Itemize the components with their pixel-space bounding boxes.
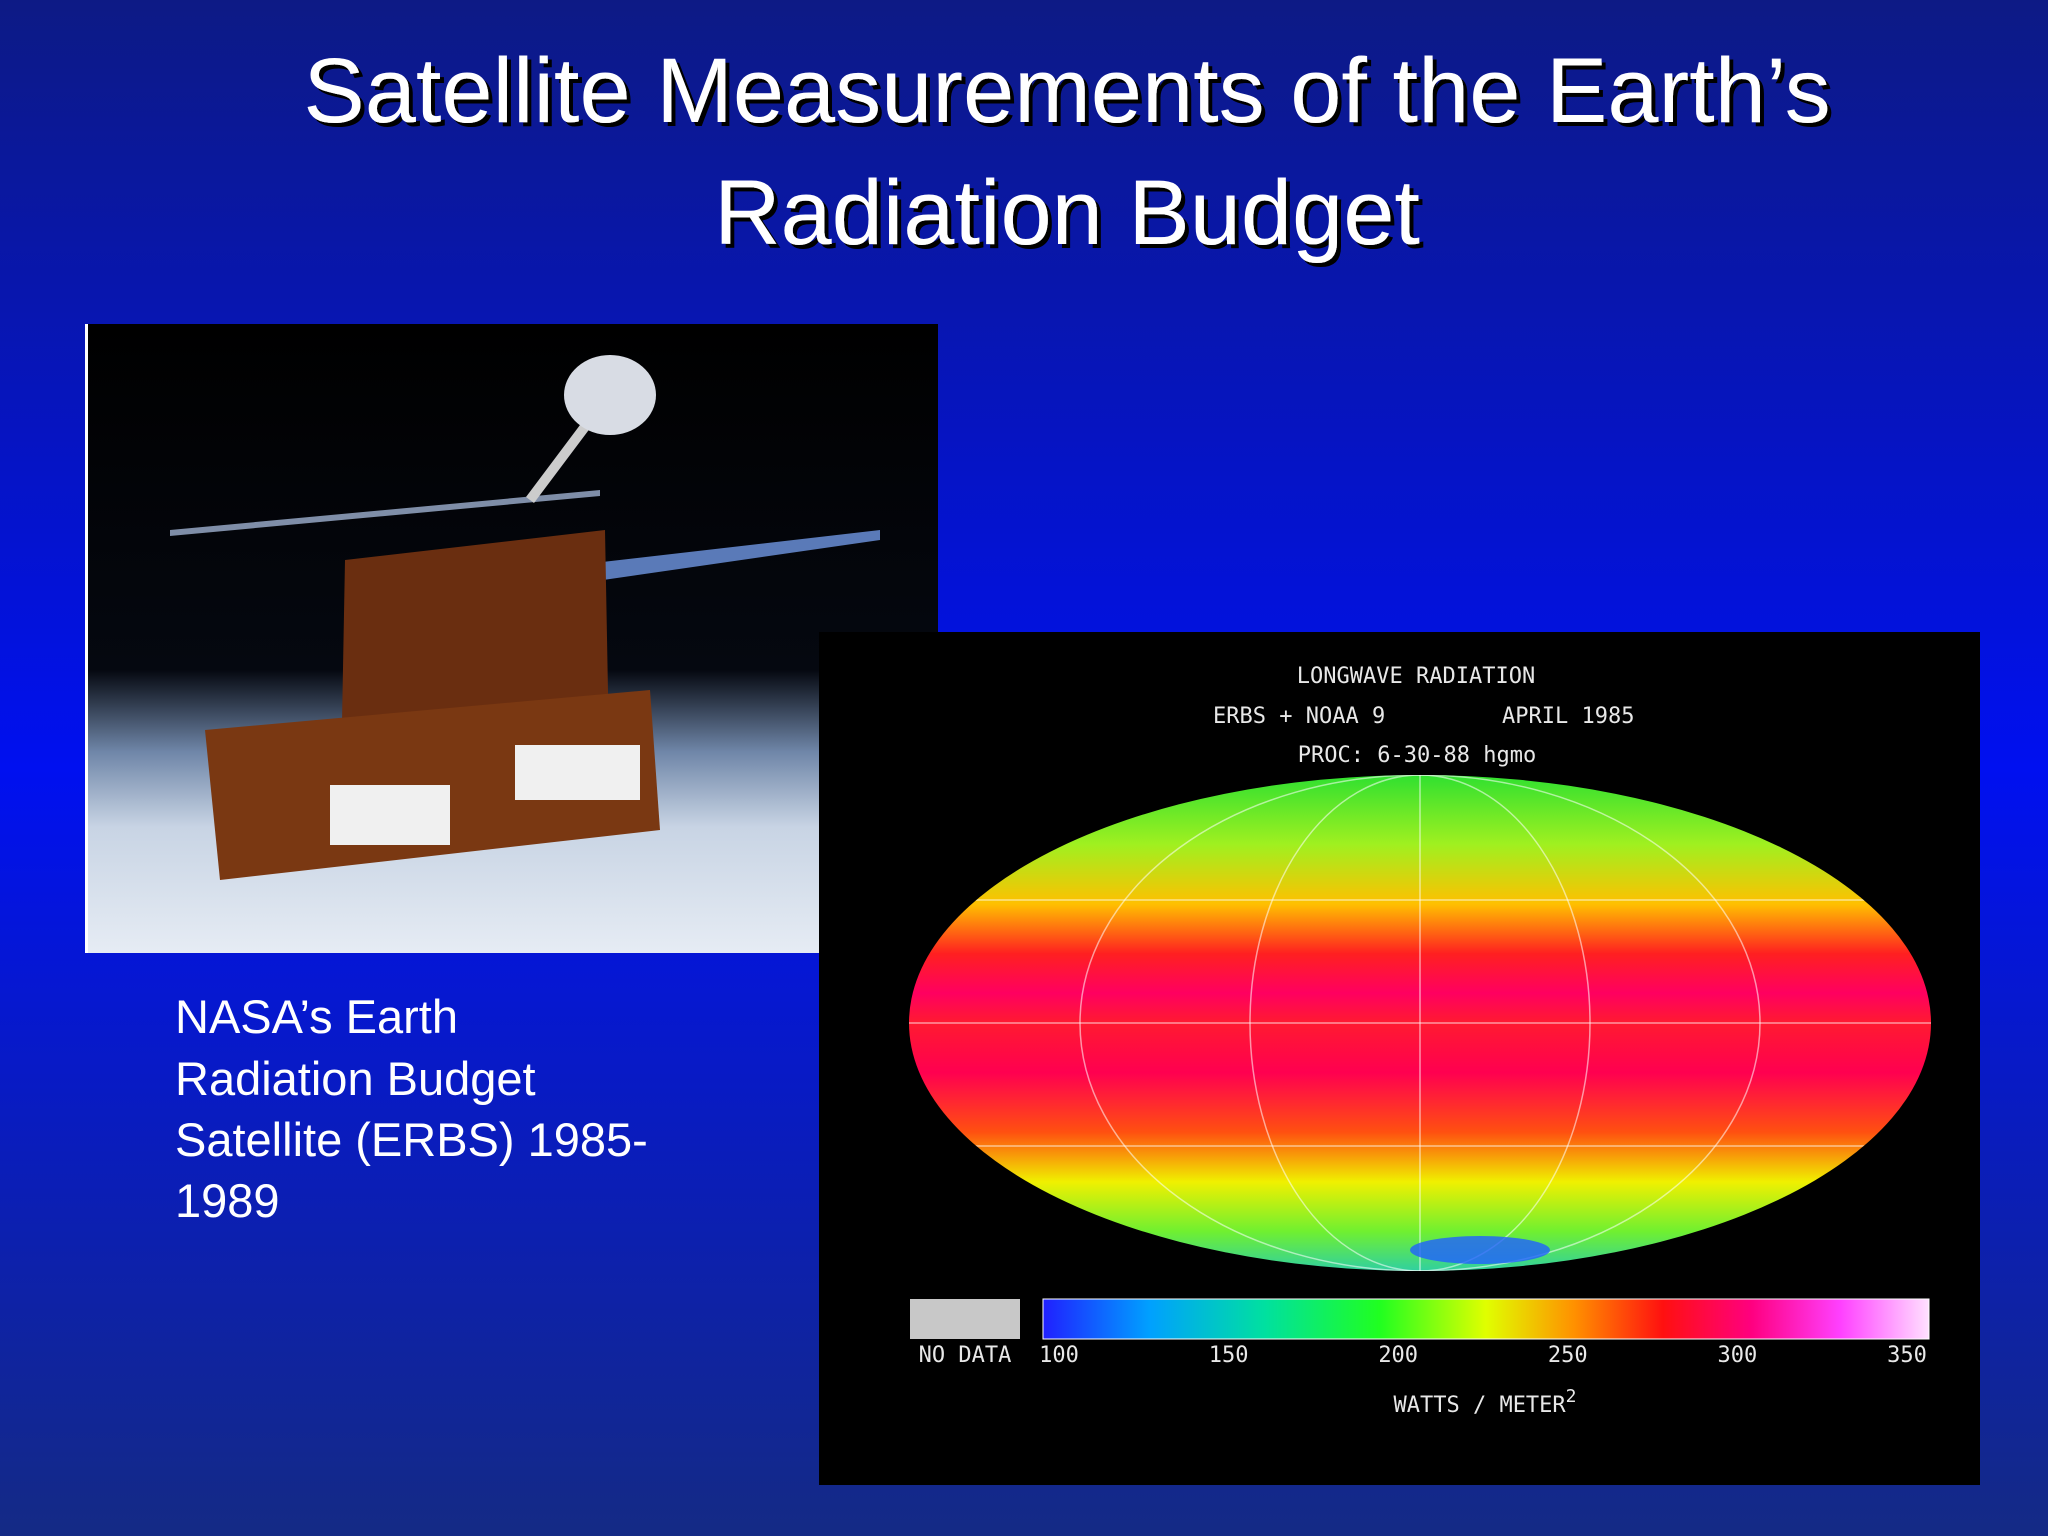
unit: WATTS / METER <box>1393 1393 1566 1418</box>
map-source: ERBS + NOAA 9 <box>1213 704 1385 729</box>
unit-sup: 2 <box>1566 1386 1577 1407</box>
antarctic-low <box>1410 1236 1550 1264</box>
colorbar <box>1042 1298 1930 1340</box>
colorbar-tick-label: 200 <box>1378 1343 1418 1368</box>
colorbar-tick-label: 150 <box>1209 1343 1249 1368</box>
longwave-map: LONGWAVE RADIATION ERBS + NOAA 9 APRIL 1… <box>819 632 1980 1485</box>
caption-line: 1989 <box>175 1174 280 1227</box>
map-grid <box>909 775 1931 1271</box>
map-proc: PROC: 6-30-88 hgmo <box>1298 743 1536 768</box>
caption-line: Satellite (ERBS) 1985- <box>175 1113 648 1166</box>
caption-line: NASA’s Earth <box>175 990 458 1043</box>
colorbar-tick-label: 300 <box>1718 1343 1758 1368</box>
title-line: Radiation Budget <box>714 162 1420 264</box>
caption-line: Radiation Budget <box>175 1052 536 1105</box>
colorbar-unit: WATTS / METER2 <box>1393 1386 1576 1418</box>
colorbar-tick-label: 350 <box>1887 1343 1927 1368</box>
satellite-photo <box>85 324 938 953</box>
caption: NASA’s Earth Radiation Budget Satellite … <box>175 990 648 1227</box>
map-date: APRIL 1985 <box>1502 704 1634 729</box>
title-line: Satellite Measurements of the Earth’s <box>303 40 1830 142</box>
colorbar-tick-label: 100 <box>1039 1343 1079 1368</box>
no-data-swatch <box>910 1299 1020 1339</box>
colorbar-tick-label: 250 <box>1548 1343 1588 1368</box>
no-data-label: NO DATA <box>919 1343 1012 1368</box>
map-title: LONGWAVE RADIATION <box>1297 664 1535 689</box>
